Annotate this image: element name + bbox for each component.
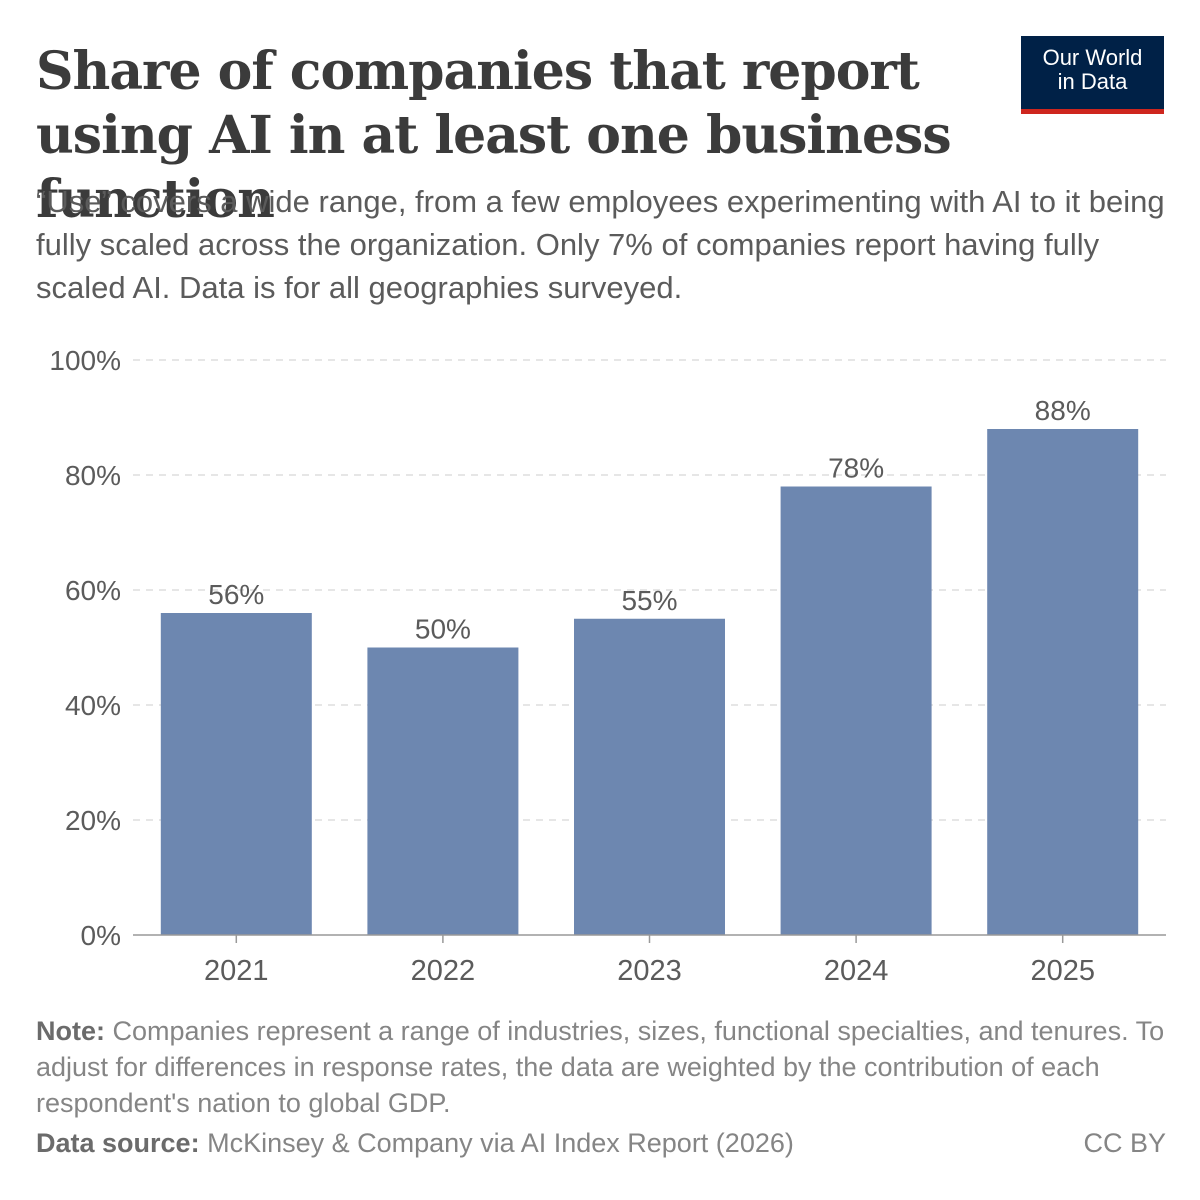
owid-logo[interactable]: Our World in Data bbox=[1021, 36, 1164, 114]
bar bbox=[574, 618, 725, 935]
x-tick-label: 2021 bbox=[204, 955, 269, 987]
x-tick-label: 2023 bbox=[617, 955, 682, 987]
y-tick-label: 60% bbox=[65, 575, 121, 606]
bar bbox=[987, 429, 1139, 935]
chart-title: Share of companies that report using AI … bbox=[36, 41, 952, 230]
chart-footer: Data source: McKinsey & Company via AI I… bbox=[36, 1125, 1166, 1161]
logo-line-1: Our World bbox=[1042, 45, 1143, 70]
source-text: McKinsey & Company via AI Index Report (… bbox=[207, 1128, 794, 1158]
y-tick-label: 0% bbox=[81, 920, 121, 951]
y-tick-label: 80% bbox=[65, 460, 121, 491]
license-link[interactable]: CC BY bbox=[1083, 1128, 1166, 1158]
note-text: Companies represent a range of industrie… bbox=[36, 1016, 1165, 1118]
chart-subtitle: “Use” covers a wide range, from a few em… bbox=[36, 184, 1165, 305]
data-label: 50% bbox=[415, 614, 471, 645]
x-tick-label: 2022 bbox=[411, 955, 476, 987]
logo-line-2: in Data bbox=[1057, 69, 1128, 94]
note-label: Note: bbox=[36, 1016, 105, 1046]
y-tick-label: 20% bbox=[65, 805, 121, 836]
bar bbox=[367, 647, 519, 935]
source-label: Data source: bbox=[36, 1128, 200, 1158]
bar bbox=[160, 613, 312, 935]
y-tick-label: 100% bbox=[49, 345, 121, 376]
x-tick-label: 2024 bbox=[824, 955, 889, 987]
x-tick-label: 2025 bbox=[1030, 955, 1095, 987]
data-label: 55% bbox=[621, 585, 677, 616]
y-tick-label: 40% bbox=[65, 690, 121, 721]
bar bbox=[780, 486, 932, 935]
bar-chart: 0% 20% 40% 60% 80% 100% 56% 2021 50% 2022 55% 2023 7… bbox=[49, 345, 1166, 987]
data-source: Data source: McKinsey & Company via AI I… bbox=[36, 1128, 794, 1158]
data-label: 56% bbox=[208, 579, 264, 610]
data-label: 78% bbox=[828, 453, 884, 484]
chart-note: Note: Companies represent a range of ind… bbox=[36, 1013, 1166, 1121]
data-label: 88% bbox=[1035, 395, 1091, 426]
